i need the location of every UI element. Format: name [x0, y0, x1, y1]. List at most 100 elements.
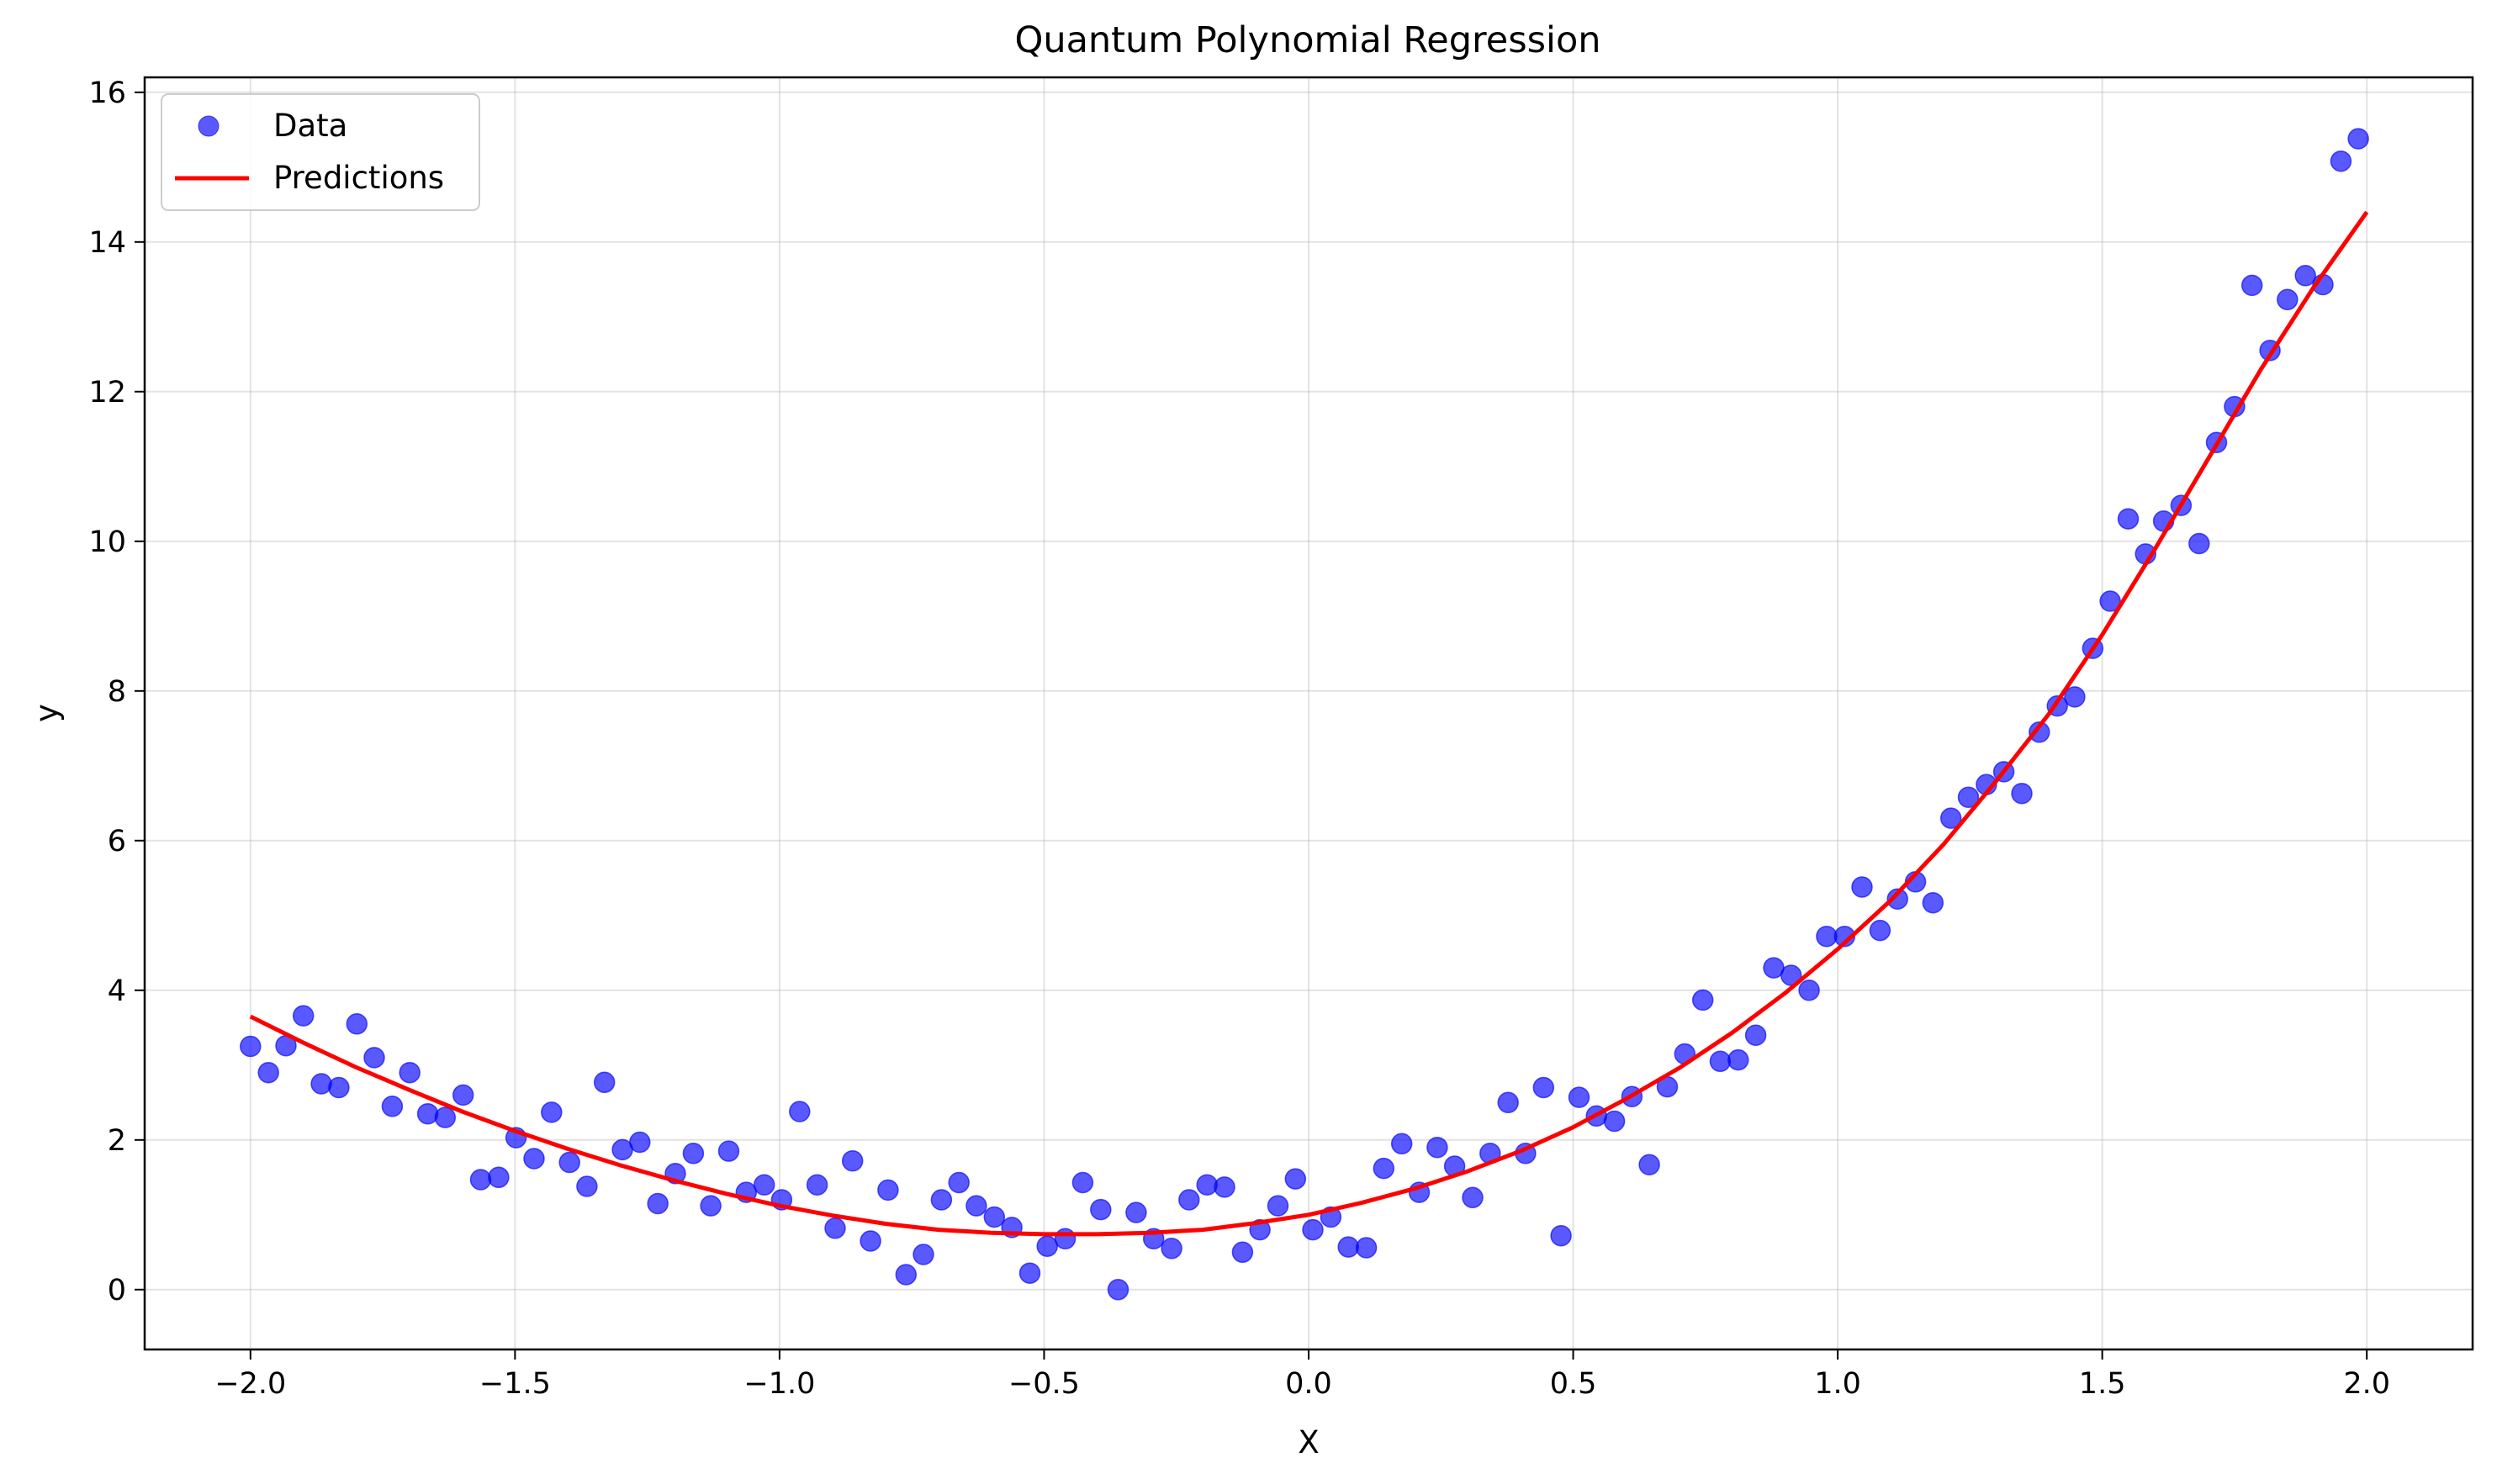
- data-point: [1267, 1195, 1289, 1217]
- data-point: [2277, 288, 2299, 311]
- y-tick-label: 16: [88, 77, 126, 110]
- data-point: [1922, 891, 1944, 914]
- data-point: [1071, 1171, 1094, 1194]
- data-point: [1462, 1186, 1484, 1209]
- data-point: [1214, 1176, 1235, 1198]
- data-point: [2099, 590, 2121, 612]
- data-point: [399, 1061, 421, 1084]
- x-tick-label: −0.5: [1008, 1367, 1080, 1401]
- data-point: [1125, 1201, 1147, 1223]
- data-point: [1957, 786, 1980, 808]
- data-point: [593, 1071, 616, 1094]
- data-point: [381, 1096, 404, 1117]
- data-point: [1709, 1050, 1732, 1073]
- data-point: [488, 1166, 510, 1189]
- data-point: [1284, 1168, 1307, 1190]
- data-point: [1638, 1154, 1660, 1175]
- data-point: [1337, 1236, 1359, 1258]
- data-point: [1390, 1133, 1413, 1155]
- legend-label-data: Data: [273, 108, 347, 144]
- x-tick-label: 1.5: [2079, 1367, 2126, 1401]
- data-point: [576, 1175, 598, 1197]
- data-point: [1302, 1218, 1324, 1241]
- data-point: [2029, 721, 2050, 743]
- x-tick-label: −1.5: [479, 1367, 551, 1401]
- data-point: [416, 1102, 439, 1125]
- data-point: [1886, 888, 1908, 910]
- data-point: [2347, 128, 2369, 150]
- chart-title: Quantum Polynomial Regression: [1014, 19, 1600, 61]
- data-point: [930, 1189, 953, 1211]
- data-point: [1161, 1238, 1182, 1260]
- data-point: [1373, 1157, 1395, 1180]
- data-point: [541, 1101, 563, 1123]
- x-tick-label: 2.0: [2343, 1367, 2390, 1401]
- data-point: [1816, 925, 1838, 948]
- data-point: [806, 1174, 828, 1196]
- data-point: [1691, 989, 1714, 1011]
- data-point: [1107, 1279, 1129, 1301]
- data-point: [2064, 686, 2086, 708]
- y-tick-label: 6: [108, 825, 126, 858]
- data-point: [717, 1140, 740, 1162]
- y-axis-label: y: [29, 704, 65, 722]
- data-point: [469, 1169, 492, 1191]
- data-point: [877, 1179, 899, 1201]
- data-point: [1550, 1224, 1572, 1247]
- data-point: [328, 1076, 350, 1099]
- y-tick-label: 4: [108, 974, 126, 1008]
- x-tick-label: 0.5: [1550, 1367, 1597, 1401]
- legend-box: [161, 93, 480, 211]
- data-point: [2188, 532, 2210, 555]
- x-axis-label: X: [1298, 1424, 1319, 1460]
- legend: Data Predictions: [161, 93, 480, 211]
- data-point: [895, 1264, 918, 1286]
- data-point: [1727, 1048, 1749, 1071]
- y-tick-label: 14: [88, 226, 126, 260]
- x-axis: −2.0 −1.5 −1.0 −0.5 0.0 0.5 1.0 1.5 2.0: [214, 1349, 2390, 1401]
- data-point: [2330, 150, 2352, 172]
- data-point: [1178, 1189, 1200, 1211]
- y-tick-label: 12: [88, 376, 126, 409]
- data-point: [434, 1106, 457, 1128]
- data-point: [1532, 1076, 1555, 1099]
- x-tick-label: 1.0: [1814, 1367, 1861, 1401]
- data-point: [965, 1195, 987, 1217]
- data-point: [1090, 1198, 1112, 1221]
- data-point: [2294, 265, 2316, 287]
- data-point: [1426, 1136, 1448, 1159]
- data-point: [363, 1047, 385, 1069]
- data-point: [1231, 1241, 1254, 1264]
- data-point: [292, 1005, 315, 1027]
- data-point: [1744, 1024, 1767, 1046]
- data-point: [700, 1195, 722, 1217]
- data-point: [310, 1073, 332, 1095]
- x-tick-label: 0.0: [1285, 1367, 1332, 1401]
- y-tick-label: 10: [88, 525, 126, 559]
- data-point: [2117, 508, 2140, 530]
- data-point: [983, 1206, 1006, 1228]
- data-point: [1568, 1086, 1590, 1108]
- grid: [145, 77, 2473, 1349]
- data-point: [753, 1174, 775, 1196]
- data-point: [1018, 1262, 1041, 1284]
- data-point: [682, 1143, 705, 1164]
- data-point: [948, 1171, 970, 1194]
- predictions-line: [249, 210, 2369, 1237]
- data-point: [1355, 1237, 1378, 1259]
- data-point: [1036, 1235, 1058, 1257]
- y-tick-label: 2: [108, 1124, 126, 1158]
- data-point: [346, 1013, 368, 1035]
- data-point: [523, 1148, 545, 1170]
- data-point: [860, 1230, 881, 1252]
- data-point: [240, 1035, 262, 1058]
- x-tick-label: −2.0: [214, 1367, 286, 1401]
- data-point: [1603, 1110, 1626, 1133]
- data-point: [1833, 925, 1856, 948]
- y-axis: 0 2 4 6 8 10 12 14 16: [88, 77, 145, 1307]
- data-point: [647, 1192, 669, 1215]
- data-point: [789, 1101, 811, 1122]
- data-point: [257, 1061, 279, 1084]
